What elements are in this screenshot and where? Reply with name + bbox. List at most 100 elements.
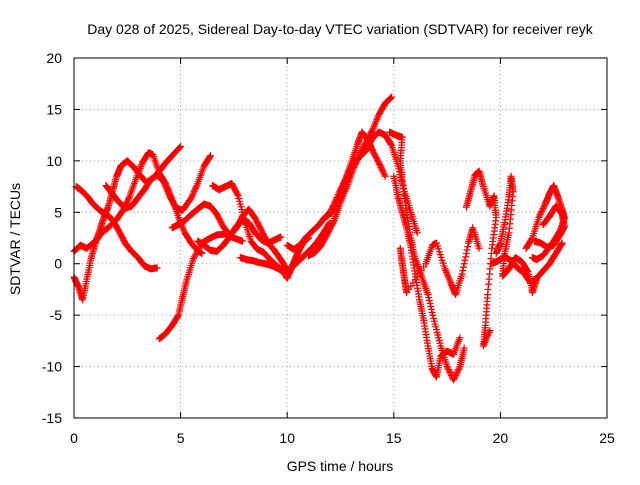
- data-point-marker: [454, 367, 462, 375]
- data-point-marker: [441, 265, 449, 273]
- data-point-marker: [535, 213, 543, 221]
- data-point-marker: [538, 207, 546, 215]
- data-point-marker: [370, 123, 378, 131]
- data-point-marker: [464, 243, 472, 251]
- data-point-marker: [430, 314, 438, 322]
- x-tick-label: 5: [177, 430, 185, 446]
- data-point-marker: [339, 191, 347, 199]
- data-point-marker: [371, 119, 379, 127]
- series-sat-r: [488, 239, 566, 286]
- data-point-marker: [346, 166, 354, 174]
- data-point-marker: [538, 206, 546, 214]
- data-point-marker: [191, 186, 199, 194]
- y-tick-label: 0: [54, 256, 62, 272]
- data-point-marker: [456, 334, 464, 342]
- data-point-marker: [425, 297, 433, 305]
- grid-layer: [74, 58, 607, 418]
- data-point-marker: [189, 189, 197, 197]
- data-point-marker: [165, 189, 173, 197]
- data-point-marker: [452, 370, 460, 378]
- data-point-marker: [341, 177, 349, 185]
- data-point-marker: [462, 253, 470, 261]
- data-point-marker: [344, 171, 352, 179]
- data-point-marker: [373, 116, 381, 124]
- data-point-marker: [444, 272, 452, 280]
- data-point-marker: [192, 184, 200, 192]
- plot-frame: [73, 57, 608, 419]
- data-point-marker: [446, 277, 454, 285]
- data-point-marker: [450, 374, 458, 382]
- data-point-marker: [342, 174, 350, 182]
- data-point-marker: [345, 168, 353, 176]
- data-point-marker: [186, 195, 194, 203]
- data-point-marker: [373, 114, 381, 122]
- data-point-marker: [537, 209, 545, 217]
- data-point-marker: [332, 197, 340, 205]
- data-point-marker: [449, 376, 457, 384]
- data-point-marker: [335, 189, 343, 197]
- data-point-marker: [334, 190, 342, 198]
- data-point-marker: [427, 302, 435, 310]
- data-point-marker: [330, 200, 338, 208]
- y-axis-label: SDTVAR / TECUs: [7, 183, 23, 295]
- data-point-marker: [453, 369, 461, 377]
- series-sat-o: [396, 224, 483, 299]
- data-point-marker: [165, 191, 173, 199]
- series-sat-e: [155, 230, 246, 343]
- data-point-marker: [484, 330, 492, 338]
- data-point-marker: [277, 233, 285, 241]
- chart-title: Day 028 of 2025, Sidereal Day-to-day VTE…: [87, 21, 593, 37]
- data-point-marker: [374, 112, 382, 120]
- data-point-marker: [381, 171, 389, 179]
- y-tick-label: 10: [46, 153, 62, 169]
- data-point-marker: [341, 175, 349, 183]
- data-point-marker: [160, 179, 168, 187]
- x-tick-label: 10: [279, 430, 295, 446]
- data-point-marker: [193, 181, 201, 189]
- data-point-marker: [376, 160, 384, 168]
- series-sat-c: [70, 142, 185, 304]
- data-point-marker: [190, 187, 198, 195]
- data-point-marker: [455, 364, 463, 372]
- data-point-marker: [413, 229, 421, 237]
- data-point-marker: [377, 163, 385, 171]
- data-point-marker: [454, 366, 462, 374]
- data-point-marker: [177, 142, 185, 150]
- data-point-marker: [174, 213, 182, 221]
- data-point-marker: [376, 162, 384, 170]
- data-point-marker: [206, 153, 214, 161]
- data-point-marker: [164, 188, 172, 196]
- data-point-marker: [528, 254, 536, 262]
- y-tick-label: -5: [50, 307, 63, 323]
- series-sat-t: [531, 202, 568, 251]
- data-point-marker: [333, 194, 341, 202]
- data-point-marker: [153, 264, 161, 272]
- data-point-marker: [338, 183, 346, 191]
- data-point-marker: [339, 181, 347, 189]
- data-point-marker: [540, 220, 548, 228]
- data-point-marker: [540, 203, 548, 211]
- data-point-marker: [428, 308, 436, 316]
- series-sat-m: [386, 128, 468, 384]
- x-tick-label: 20: [493, 430, 509, 446]
- data-point-marker: [386, 94, 394, 102]
- data-point-marker: [337, 184, 345, 192]
- data-point-marker: [461, 256, 469, 264]
- data-point-marker: [340, 178, 348, 186]
- y-tick-label: 5: [54, 204, 62, 220]
- data-point-marker: [337, 186, 344, 194]
- data-point-marker: [348, 162, 356, 170]
- data-point-marker: [162, 184, 170, 192]
- x-tick-label: 0: [70, 430, 78, 446]
- data-point-marker: [339, 180, 347, 188]
- data-point-marker: [162, 183, 170, 191]
- data-point-marker: [442, 267, 450, 275]
- data-point-marker: [332, 195, 340, 203]
- series-sat-n: [390, 172, 464, 381]
- data-point-marker: [331, 198, 339, 206]
- x-tick-label: 25: [599, 430, 615, 446]
- data-point-marker: [369, 124, 377, 132]
- data-point-marker: [429, 311, 437, 319]
